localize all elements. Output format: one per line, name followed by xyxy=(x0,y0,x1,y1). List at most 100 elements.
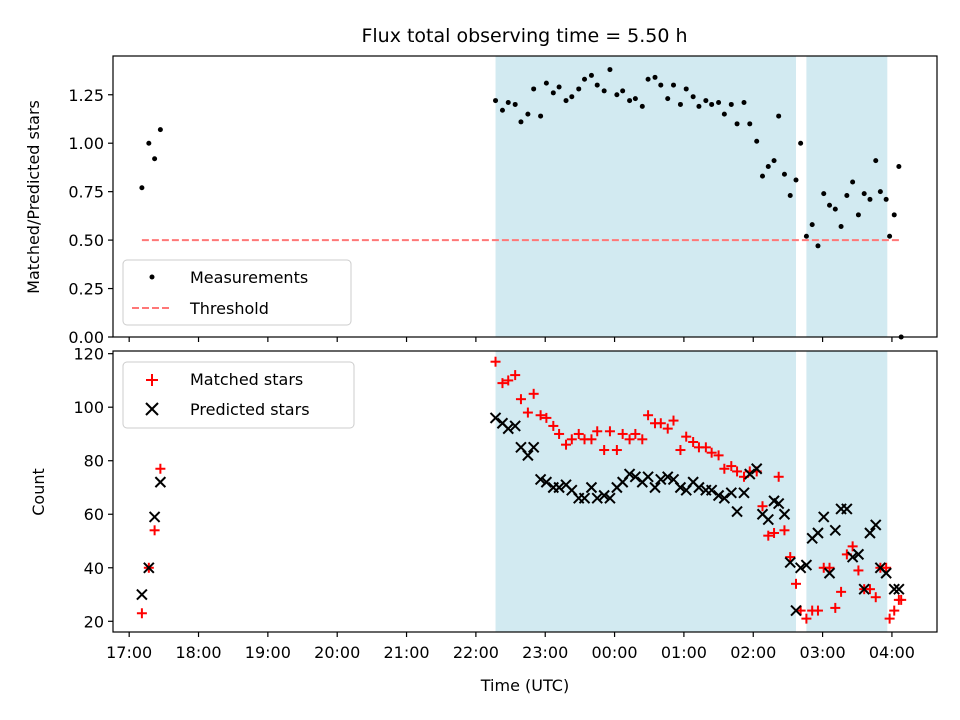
predicted-point-59 xyxy=(829,524,842,537)
matched-point-69 xyxy=(884,613,895,624)
predicted-point-3 xyxy=(154,476,167,488)
measurement-point-35 xyxy=(690,94,696,100)
matched-point-21 xyxy=(599,445,610,456)
legend-matched-label: Matched stars xyxy=(190,370,303,389)
measurement-point-5 xyxy=(499,107,505,113)
measurement-point-24 xyxy=(620,88,626,94)
measurement-point-1 xyxy=(146,140,152,146)
bottom-x-axis: 17:00 18:00 19:00 20:00 21:00 22:00 23:00 00:00… xyxy=(106,632,915,662)
measurement-point-13 xyxy=(550,90,556,96)
predicted-point-47 xyxy=(762,513,774,526)
predicted-point-42 xyxy=(731,505,743,518)
measurement-point-2 xyxy=(152,156,158,162)
bottom-ytick-label-4: 100 xyxy=(73,398,104,417)
matched-point-3 xyxy=(155,463,166,474)
measurement-point-58 xyxy=(827,202,833,208)
matched-point-60 xyxy=(836,586,847,597)
measurement-point-48 xyxy=(771,158,777,164)
measurement-point-22 xyxy=(607,67,613,73)
matched-point-48 xyxy=(769,527,780,538)
measurement-point-30 xyxy=(658,82,664,88)
predicted-point-36 xyxy=(693,481,705,494)
predicted-point-64 xyxy=(858,583,870,595)
predicted-point-26 xyxy=(629,471,642,483)
predicted-point-57 xyxy=(818,511,830,523)
measurement-point-66 xyxy=(873,158,879,164)
top-measurement-points xyxy=(139,67,904,340)
measurement-point-70 xyxy=(891,212,897,218)
matched-point-34 xyxy=(681,431,692,442)
measurement-point-65 xyxy=(867,196,873,202)
matched-point-16 xyxy=(566,434,577,445)
measurement-point-55 xyxy=(809,222,815,228)
predicted-point-29 xyxy=(649,481,661,494)
matched-point-27 xyxy=(637,434,648,445)
measurement-point-32 xyxy=(671,82,677,88)
bottom-ytick-label-2: 60 xyxy=(84,505,104,524)
x-axis-label: Time (UTC) xyxy=(480,676,569,695)
measurement-point-52 xyxy=(793,177,799,183)
xtick-label-0: 17:00 xyxy=(106,643,152,662)
xtick-label-2: 19:00 xyxy=(245,643,291,662)
bottom-count-points xyxy=(136,356,907,624)
measurement-point-62 xyxy=(850,179,856,185)
predicted-point-68 xyxy=(880,567,892,579)
predicted-point-6 xyxy=(502,422,514,435)
predicted-point-43 xyxy=(738,487,750,499)
measurement-point-27 xyxy=(639,103,645,109)
predicted-point-30 xyxy=(655,473,667,486)
measurement-point-71 xyxy=(896,163,902,169)
top-ytick-label-2: 0.50 xyxy=(68,231,104,250)
measurement-point-19 xyxy=(588,72,594,78)
measurement-point-4 xyxy=(493,98,499,104)
predicted-point-62 xyxy=(846,551,859,563)
measurement-point-63 xyxy=(855,212,861,218)
measurement-point-50 xyxy=(781,171,787,177)
measurement-point-34 xyxy=(683,86,689,92)
predicted-point-2 xyxy=(148,511,161,523)
predicted-point-0 xyxy=(136,588,148,601)
measurement-point-26 xyxy=(632,96,638,102)
predicted-point-69 xyxy=(888,583,900,595)
matched-point-25 xyxy=(624,434,635,445)
measurement-point-3 xyxy=(157,127,163,133)
measurement-point-0 xyxy=(139,185,145,191)
matched-point-7 xyxy=(510,370,521,381)
matched-point-8 xyxy=(515,394,526,405)
matched-point-37 xyxy=(700,442,711,453)
measurement-point-56 xyxy=(815,243,821,249)
predicted-point-7 xyxy=(509,420,521,432)
measurement-point-59 xyxy=(832,206,838,212)
measurement-point-33 xyxy=(677,101,683,107)
matched-point-38 xyxy=(706,447,717,458)
matched-point-33 xyxy=(675,445,686,456)
measurement-point-23 xyxy=(614,92,620,98)
matched-point-28 xyxy=(643,410,654,421)
xtick-label-10: 03:00 xyxy=(800,643,846,662)
predicted-point-45 xyxy=(751,463,763,475)
predicted-point-61 xyxy=(841,503,853,515)
predicted-point-18 xyxy=(578,492,591,504)
predicted-point-58 xyxy=(823,567,836,579)
predicted-point-54 xyxy=(800,559,813,571)
measurement-point-41 xyxy=(728,101,734,107)
legend-predicted-marker xyxy=(145,402,159,416)
matched-point-65 xyxy=(864,584,875,595)
matched-point-50 xyxy=(779,525,790,536)
measurement-point-49 xyxy=(776,113,782,119)
matched-point-35 xyxy=(688,436,699,447)
measurement-point-31 xyxy=(665,96,671,102)
measurement-point-15 xyxy=(563,98,569,104)
predicted-point-63 xyxy=(852,548,865,561)
matched-point-14 xyxy=(554,428,565,439)
predicted-point-25 xyxy=(623,468,636,480)
matched-point-13 xyxy=(548,420,559,431)
predicted-point-12 xyxy=(540,476,553,488)
predicted-point-65 xyxy=(864,527,876,539)
top-ytick-label-1: 0.25 xyxy=(68,280,104,299)
predicted-point-4 xyxy=(489,412,502,424)
predicted-point-22 xyxy=(604,492,616,504)
matched-point-58 xyxy=(824,562,835,573)
